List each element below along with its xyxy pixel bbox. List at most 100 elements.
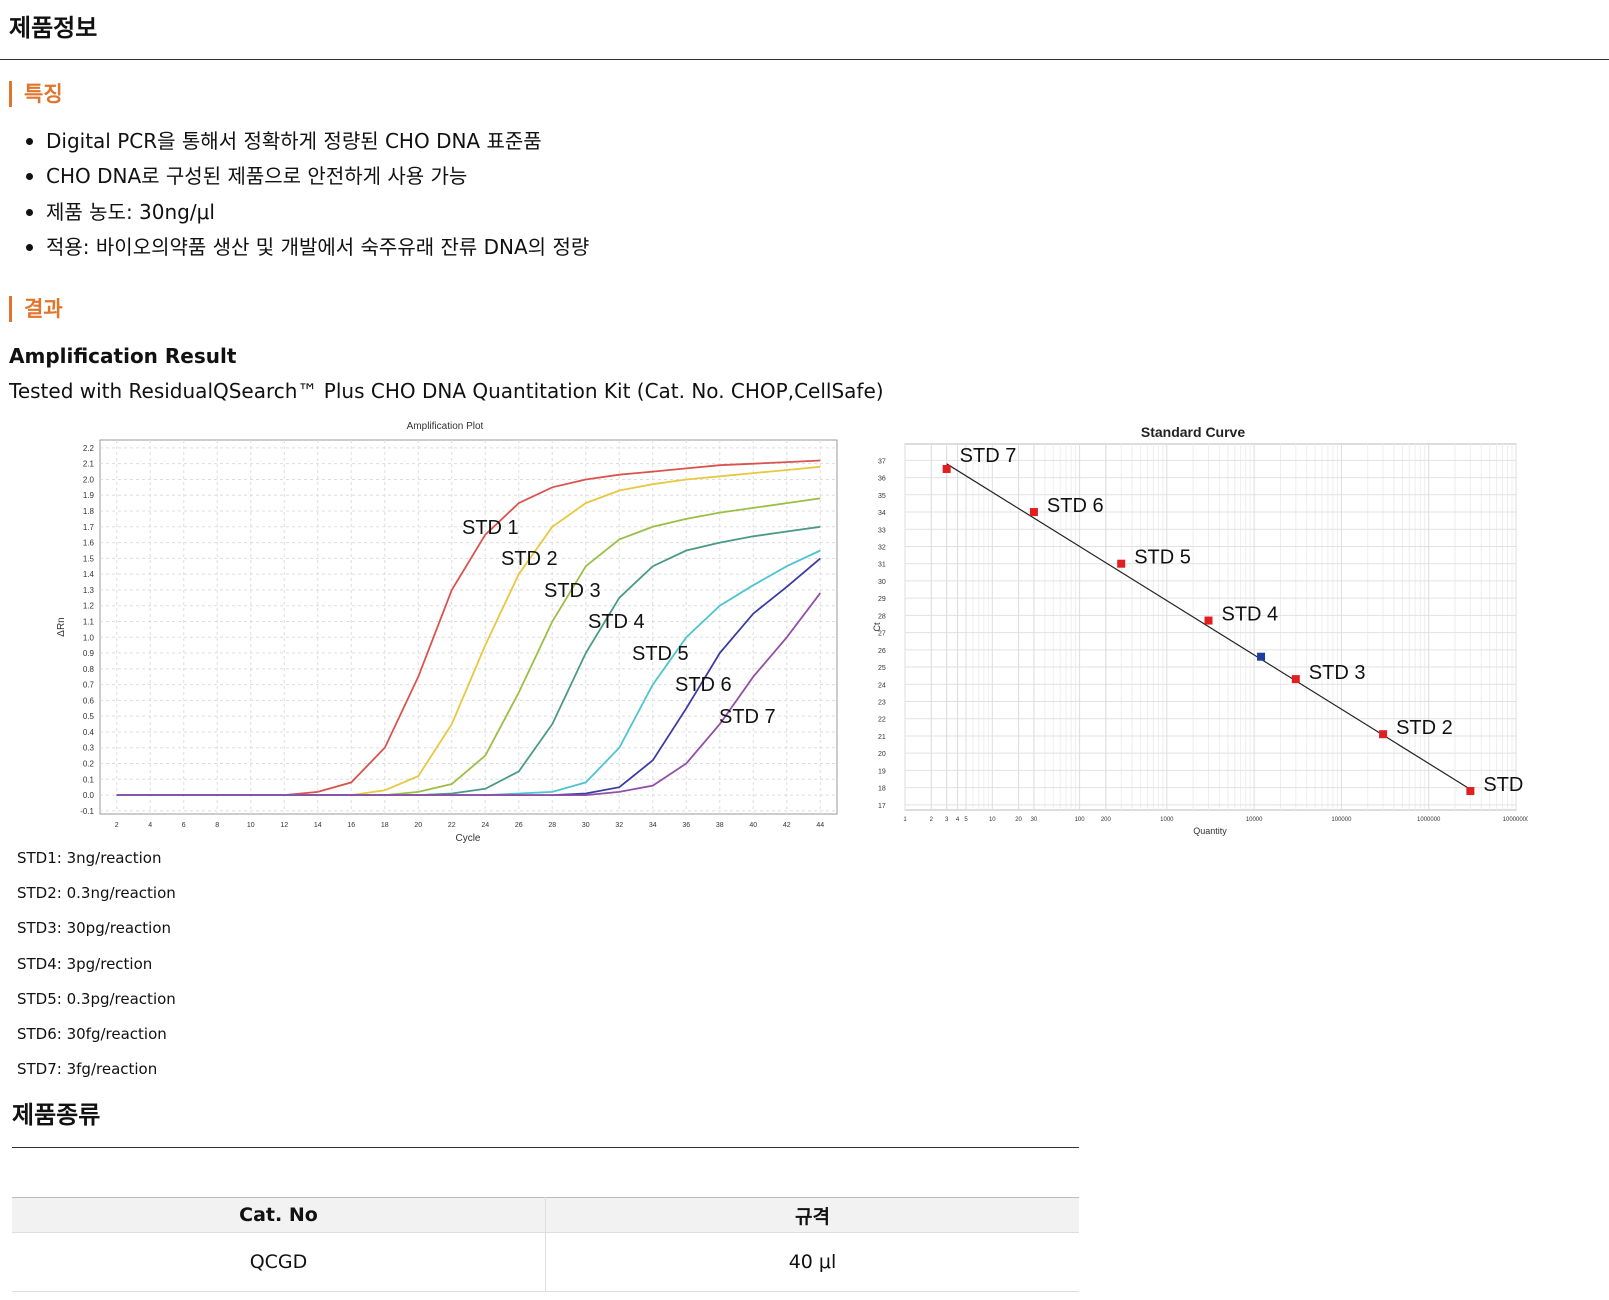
y-tick-label: 34 bbox=[878, 510, 886, 517]
y-tick-label: 33 bbox=[878, 527, 886, 534]
y-tick-label: 2.2 bbox=[83, 444, 95, 453]
x-tick-label: 20 bbox=[414, 822, 422, 829]
point-label: STD 6 bbox=[1047, 495, 1104, 517]
x-tick-label: 2 bbox=[115, 822, 119, 829]
table-header-cell: 규격 bbox=[545, 1197, 1079, 1233]
standard-point bbox=[942, 464, 951, 473]
y-tick-label: 0.9 bbox=[83, 649, 95, 658]
x-tick-label: 4 bbox=[956, 817, 960, 823]
title-rule bbox=[0, 59, 1609, 60]
x-tick-label: 28 bbox=[548, 822, 556, 829]
x-tick-label: 3 bbox=[945, 817, 949, 823]
y-tick-label: 37 bbox=[878, 458, 886, 465]
y-tick-label: 1.3 bbox=[83, 586, 95, 595]
table-cell: 40 μl bbox=[545, 1232, 1079, 1292]
y-tick-label: 30 bbox=[878, 579, 886, 586]
y-tick-label: 2.1 bbox=[83, 460, 95, 469]
legend-item: STD7: 3fg/reaction bbox=[17, 1060, 158, 1079]
y-tick-label: 0.8 bbox=[83, 665, 95, 674]
feature-item: 제품 농도: 30ng/μl bbox=[6, 195, 589, 230]
features-list: Digital PCR을 통해서 정확하게 정량된 CHO DNA 표준품 CH… bbox=[6, 124, 589, 265]
y-tick-label: 26 bbox=[878, 648, 886, 655]
y-axis-label: Ct bbox=[872, 622, 882, 631]
y-tick-label: 0.6 bbox=[83, 696, 95, 705]
plot-frame bbox=[99, 439, 838, 815]
x-tick-label: 100 bbox=[1075, 817, 1086, 823]
page-title: 제품정보 bbox=[9, 14, 98, 42]
x-tick-label: 16 bbox=[347, 822, 355, 829]
x-tick-label: 12 bbox=[280, 822, 288, 829]
results-description: Tested with ResidualQSearch™ Plus CHO DN… bbox=[9, 379, 884, 403]
x-tick-label: 42 bbox=[783, 822, 791, 829]
y-tick-label: 1.8 bbox=[83, 507, 95, 516]
point-label: STD 7 bbox=[960, 445, 1017, 467]
x-tick-label: 20 bbox=[1015, 817, 1022, 823]
x-tick-label: 38 bbox=[716, 822, 724, 829]
x-tick-label: 100000 bbox=[1331, 817, 1352, 823]
y-tick-label: 1.6 bbox=[83, 539, 95, 548]
curve-label: STD 4 bbox=[588, 611, 645, 633]
x-tick-label: 10000000 bbox=[1503, 817, 1528, 823]
x-tick-label: 1000000 bbox=[1417, 817, 1441, 823]
x-tick-label: 10000 bbox=[1246, 817, 1263, 823]
standard-point bbox=[1379, 730, 1388, 739]
y-tick-label: 19 bbox=[878, 768, 886, 775]
y-tick-label: 1.1 bbox=[83, 617, 95, 626]
standard-point bbox=[1117, 559, 1126, 568]
y-tick-label: 17 bbox=[878, 803, 886, 810]
x-axis-label: Quantity bbox=[1193, 826, 1227, 836]
point-label: STD 4 bbox=[1222, 604, 1279, 626]
x-tick-label: 44 bbox=[816, 822, 824, 829]
y-axis-label: ΔRn bbox=[56, 617, 67, 636]
unknown-point bbox=[1257, 652, 1266, 661]
feature-item: 적용: 바이오의약품 생산 및 개발에서 숙주유래 잔류 DNA의 정량 bbox=[6, 230, 589, 265]
x-axis-label: Cycle bbox=[455, 833, 480, 844]
table-header-cell: Cat. No bbox=[12, 1197, 546, 1233]
standard-point bbox=[1204, 616, 1213, 625]
y-tick-label: 32 bbox=[878, 544, 886, 551]
standard-point bbox=[1029, 508, 1038, 517]
y-tick-label: 18 bbox=[878, 786, 886, 793]
y-tick-label: 20 bbox=[878, 751, 886, 758]
feature-item: Digital PCR을 통해서 정확하게 정량된 CHO DNA 표준품 bbox=[6, 124, 589, 159]
x-tick-label: 18 bbox=[381, 822, 389, 829]
x-tick-label: 6 bbox=[182, 822, 186, 829]
y-tick-label: 0.1 bbox=[83, 775, 95, 784]
x-tick-label: 30 bbox=[582, 822, 590, 829]
point-label: STD 1 bbox=[1483, 774, 1528, 796]
standard-curve-chart: Standard Curve Quantity Ct 1718192021222… bbox=[872, 424, 1528, 836]
chart-title: Amplification Plot bbox=[407, 421, 484, 432]
y-tick-label: 2.0 bbox=[83, 475, 95, 484]
x-tick-label: 36 bbox=[682, 822, 690, 829]
y-tick-label: 1.7 bbox=[83, 523, 95, 532]
results-subtitle: Amplification Result bbox=[9, 344, 237, 368]
y-tick-label: 27 bbox=[878, 631, 886, 638]
x-tick-label: 2 bbox=[930, 817, 934, 823]
y-tick-label: 0.3 bbox=[83, 744, 95, 753]
point-label: STD 3 bbox=[1309, 662, 1366, 684]
products-heading: 제품종류 bbox=[12, 1101, 101, 1129]
table-header-row: Cat. No 규격 bbox=[12, 1197, 1079, 1233]
legend-item: STD6: 30fg/reaction bbox=[17, 1024, 167, 1043]
feature-item: CHO DNA로 구성된 제품으로 안전하게 사용 가능 bbox=[6, 159, 589, 194]
legend-item: STD2: 0.3ng/reaction bbox=[17, 884, 176, 903]
table-row: QCGD 40 μl bbox=[12, 1232, 1079, 1292]
x-tick-label: 14 bbox=[314, 822, 322, 829]
y-tick-label: 35 bbox=[878, 493, 886, 500]
x-tick-label: 5 bbox=[964, 817, 968, 823]
y-tick-label: 36 bbox=[878, 476, 886, 483]
x-tick-label: 26 bbox=[515, 822, 523, 829]
products-rule bbox=[12, 1147, 1079, 1148]
y-tick-label: 0.0 bbox=[83, 791, 95, 800]
y-tick-label: 23 bbox=[878, 699, 886, 706]
y-tick-label: 25 bbox=[878, 665, 886, 672]
curve-label: STD 6 bbox=[675, 674, 732, 696]
plot-frame bbox=[904, 443, 1517, 811]
y-tick-label: 29 bbox=[878, 596, 886, 603]
products-table: Cat. No 규격 QCGD 40 μl bbox=[12, 1197, 1079, 1292]
y-tick-label: 0.2 bbox=[83, 760, 95, 769]
curve-label: STD 1 bbox=[462, 517, 519, 539]
chart-title: Standard Curve bbox=[1141, 424, 1245, 440]
x-tick-label: 4 bbox=[148, 822, 152, 829]
point-label: STD 2 bbox=[1396, 717, 1453, 739]
